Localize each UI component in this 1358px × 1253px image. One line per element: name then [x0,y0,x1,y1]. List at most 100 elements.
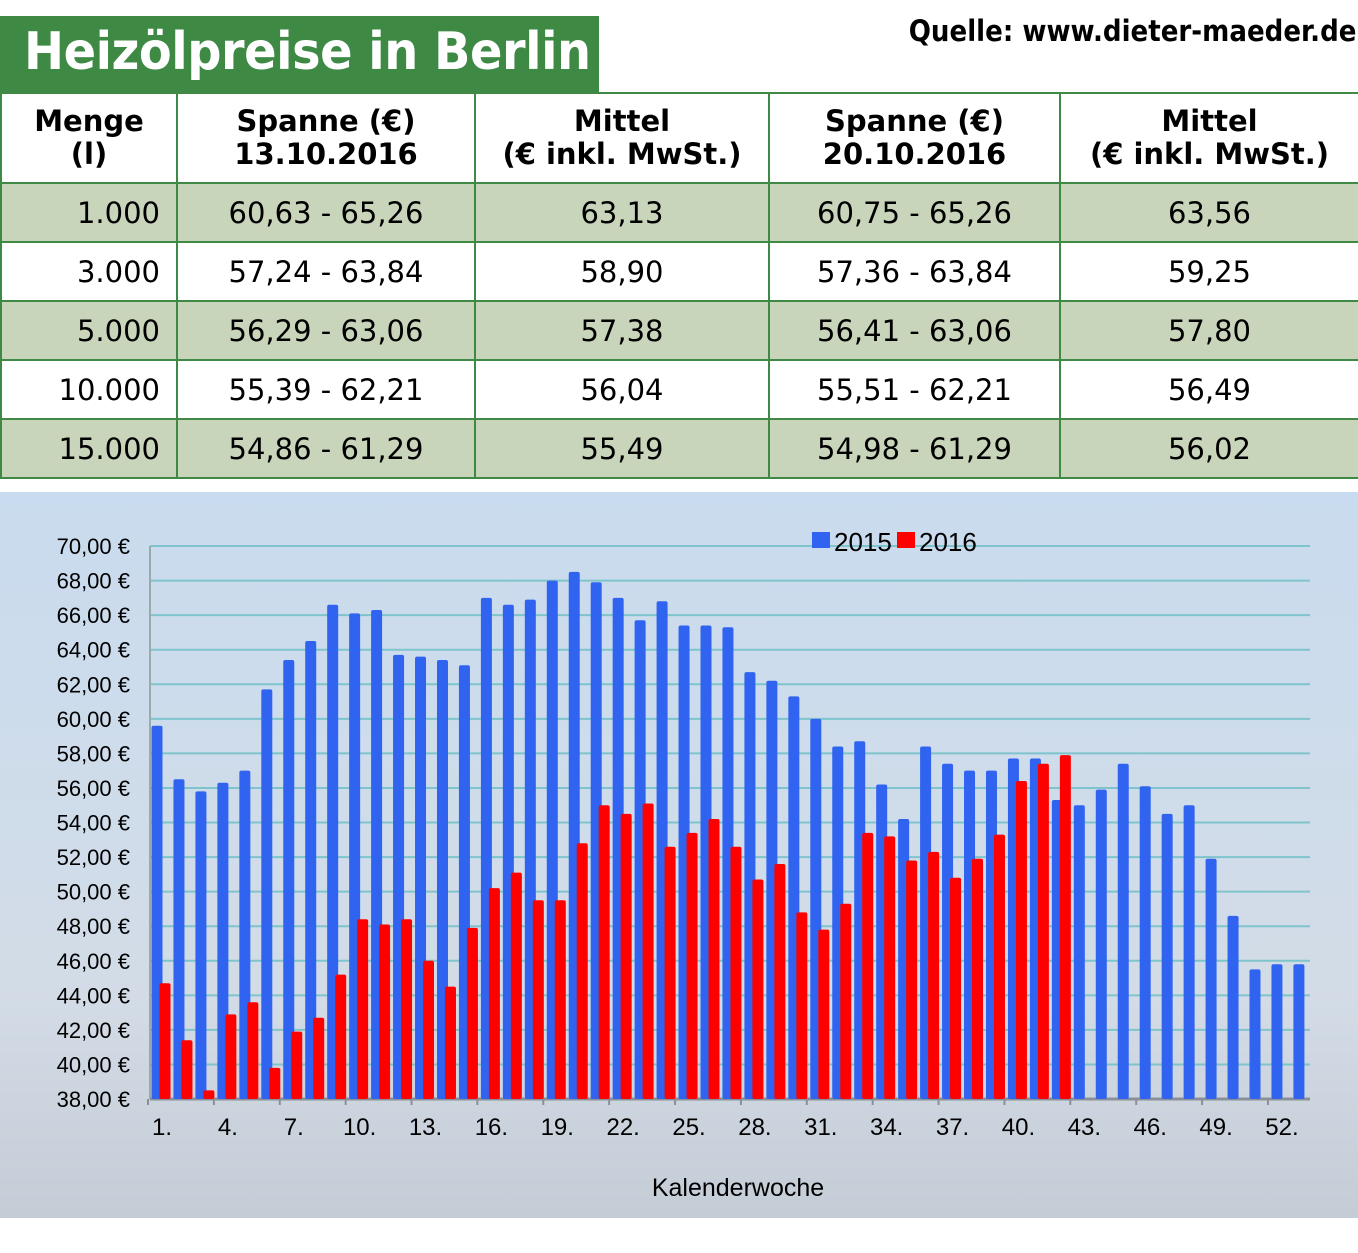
mean-cell: 63,13 [474,182,770,243]
y-tick-label: 56,00 € [57,776,130,801]
y-tick-label: 48,00 € [57,914,130,939]
mean-cell: 56,04 [474,359,770,420]
bar-2016 [752,879,764,1099]
mean-cell: 57,80 [1059,300,1358,361]
bar-2016 [379,924,391,1099]
mean-cell: 63,56 [1059,182,1358,243]
bar-2016 [159,983,171,1099]
bar-2015 [1271,964,1283,1099]
bar-2015 [1095,789,1107,1099]
bar-2016 [664,846,676,1099]
bar-2016 [247,1002,259,1099]
table-row: 1.000 60,63 - 65,26 63,13 60,75 - 65,26 63,5… [0,182,1358,243]
bar-2016 [269,1067,281,1099]
x-tick-label: 1. [152,1114,172,1141]
bar-2016 [796,912,808,1099]
x-tick-label: 28. [738,1114,771,1141]
range-cell: 56,29 - 63,06 [176,300,476,361]
column-header-line: Menge [34,104,144,138]
bar-2015 [173,779,185,1099]
bar-2016 [488,888,500,1099]
bar-2016 [642,803,654,1099]
bar-2016 [357,919,369,1099]
x-tick-label: 43. [1068,1114,1101,1141]
x-tick-label: 16. [475,1114,508,1141]
bar-2016 [203,1090,215,1099]
quantity-cell: 5.000 [0,300,178,361]
bar-2015 [1161,813,1173,1099]
y-tick-label: 64,00 € [57,638,130,663]
range-cell: 55,39 - 62,21 [176,359,476,420]
bar-2015 [1183,805,1195,1099]
weekly-price-chart: 38,00 € 40,00 € 42,00 € 44,00 € 46,00 € 48,00… [0,492,1358,1218]
bar-2016 [1037,763,1049,1099]
bar-2016 [532,900,544,1099]
range-cell: 55,51 - 62,21 [768,359,1061,420]
bar-2015 [1073,805,1085,1099]
x-tick-label: 40. [1002,1114,1035,1141]
quantity-cell: 15.000 [0,418,178,479]
range-cell: 56,41 - 63,06 [768,300,1061,361]
chart-svg: 38,00 € 40,00 € 42,00 € 44,00 € 46,00 € 48,00… [57,527,1310,1202]
column-header-line: Mittel [1161,104,1258,138]
bar-2015 [195,791,207,1099]
x-tick-label: 10. [343,1114,376,1141]
bar-2016 [818,929,830,1099]
title-banner: Heizölpreise in Berlin [0,16,599,92]
column-header: Spanne (€) 13.10.2016 [176,92,476,184]
x-tick-label: 22. [606,1114,639,1141]
range-cell: 57,24 - 63,84 [176,241,476,302]
range-cell: 60,63 - 65,26 [176,182,476,243]
column-header: Mittel (€ inkl. MwSt.) [1059,92,1358,184]
bar-2015 [283,660,295,1099]
y-tick-label: 54,00 € [57,811,130,836]
bar-2016 [1059,755,1071,1099]
bar-2016 [1015,781,1027,1099]
quantity-cell: 10.000 [0,359,178,420]
bar-2015 [305,641,317,1099]
bar-2016 [444,986,456,1099]
y-tick-label: 66,00 € [57,603,130,628]
bar-2016 [466,927,478,1099]
page-title: Heizölpreise in Berlin [24,22,591,82]
range-cell: 60,75 - 65,26 [768,182,1061,243]
bar-2016 [423,960,435,1099]
mean-cell: 56,02 [1059,418,1358,479]
x-tick-label: 37. [936,1114,969,1141]
column-header: Menge (l) [0,92,178,184]
y-tick-label: 44,00 € [57,983,130,1008]
quantity-cell: 3.000 [0,241,178,302]
bar-2016 [225,1014,237,1099]
bar-2016 [598,805,610,1099]
bar-2016 [554,900,566,1099]
bar-2016 [181,1040,193,1099]
y-tick-label: 68,00 € [57,569,130,594]
y-tick-label: 62,00 € [57,672,130,697]
price-table: Menge (l) Spanne (€) 13.10.2016 Mittel (€ ink… [0,92,1358,479]
column-header-line: (€ inkl. MwSt.) [502,137,742,171]
y-tick-label: 46,00 € [57,949,130,974]
table-header-row: Menge (l) Spanne (€) 13.10.2016 Mittel (€ ink… [0,92,1358,184]
y-tick-label: 40,00 € [57,1052,130,1077]
column-header: Spanne (€) 20.10.2016 [768,92,1061,184]
x-tick-label: 49. [1199,1114,1232,1141]
x-axis-title: Kalenderwoche [652,1174,824,1202]
bar-2015 [1139,786,1151,1099]
x-tick-label: 19. [541,1114,574,1141]
table-body: 1.000 60,63 - 65,26 63,13 60,75 - 65,26 63,5… [0,182,1358,479]
y-tick-label: 38,00 € [57,1087,130,1112]
quantity-cell: 1.000 [0,182,178,243]
bar-2015 [1117,763,1129,1099]
x-tick-label: 13. [409,1114,442,1141]
bar-2016 [510,872,522,1099]
legend-label: 2016 [919,527,977,557]
bar-2015 [261,689,273,1099]
column-header-line: Spanne (€) [825,104,1004,138]
column-header-line: Spanne (€) [236,104,416,138]
bar-2016 [313,1017,325,1099]
column-header-line: (€ inkl. MwSt.) [1089,137,1330,171]
x-tick-label: 46. [1134,1114,1167,1141]
column-header-line: 20.10.2016 [822,137,1007,171]
legend-swatch [897,532,915,548]
bar-2016 [950,877,962,1099]
